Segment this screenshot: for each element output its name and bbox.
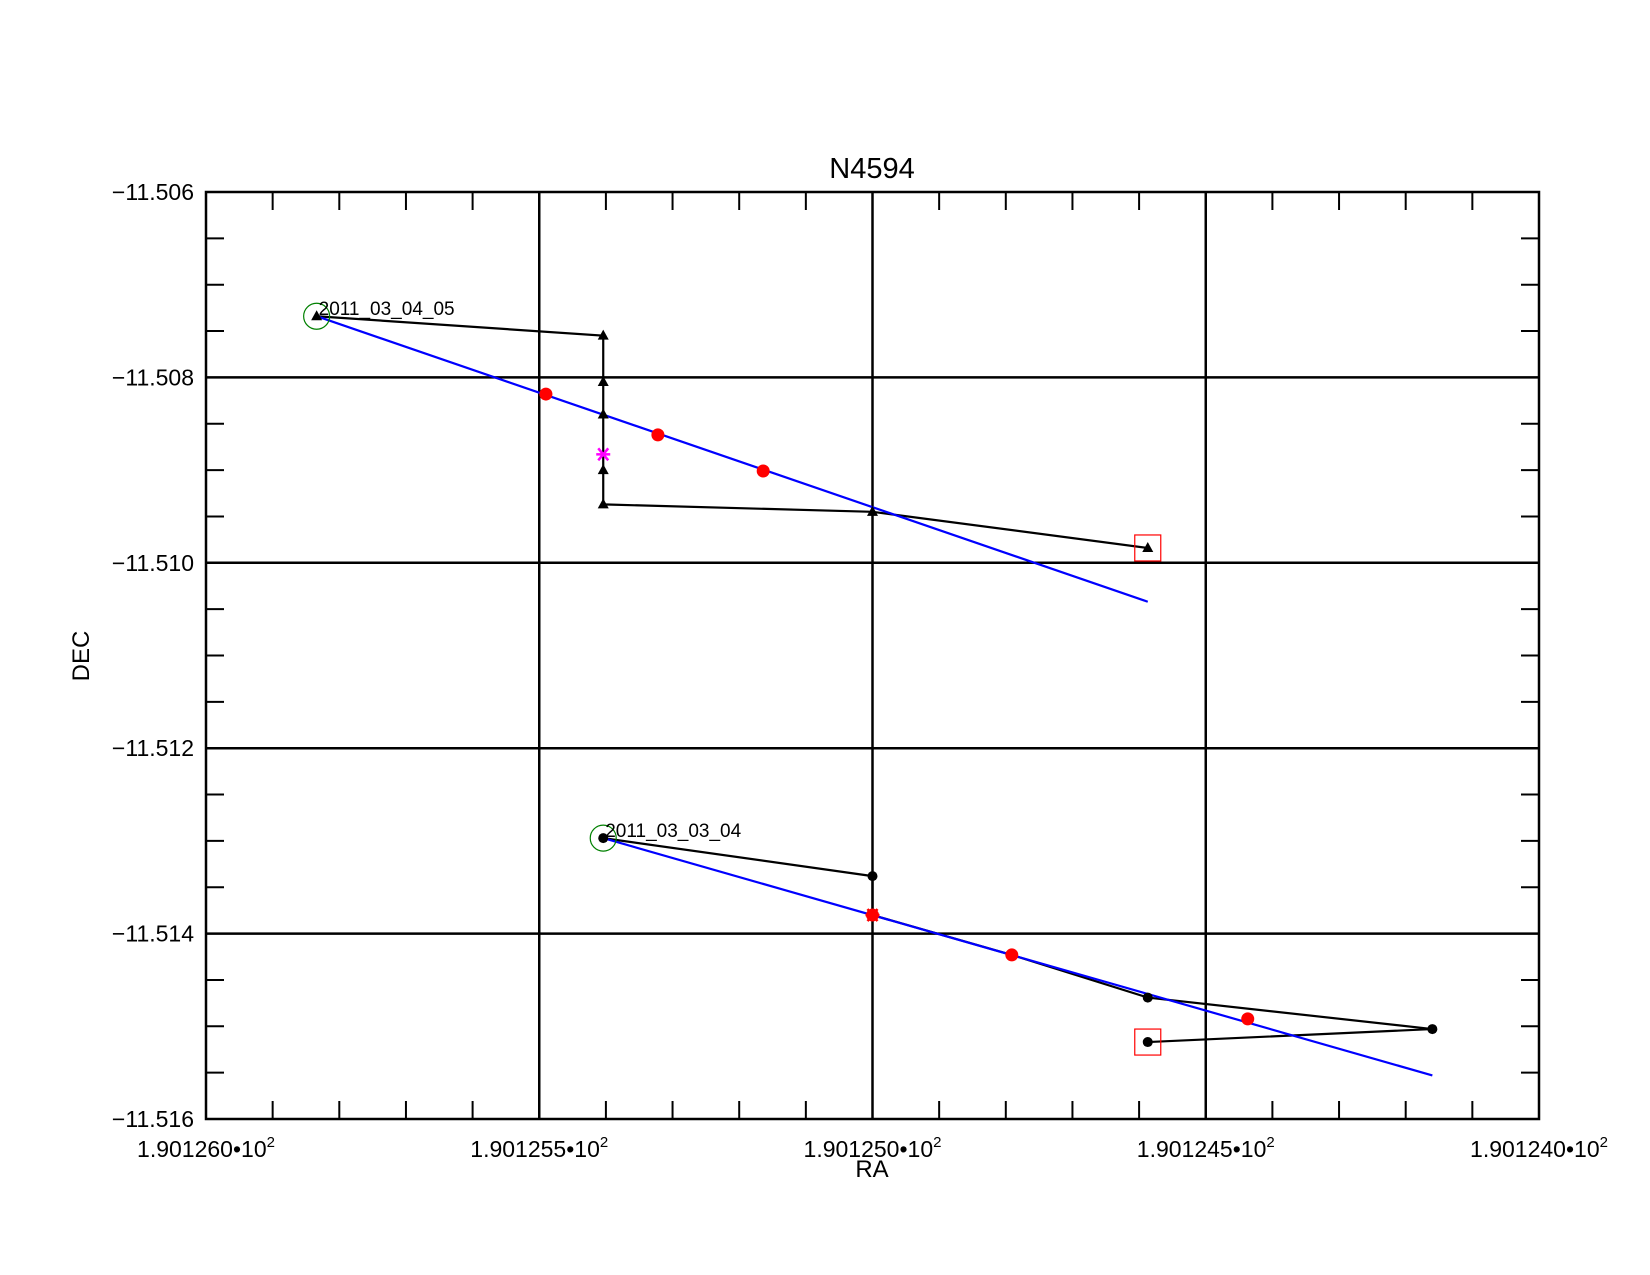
start-marker	[589, 824, 617, 852]
track-point	[597, 329, 609, 340]
x-tick-mantissa: 1.901245	[1137, 1136, 1233, 1162]
track-point	[311, 310, 323, 321]
y-tick-label: −11.512	[112, 735, 194, 761]
track-point	[597, 376, 609, 387]
series-annotation: 2011_03_03_04	[605, 821, 741, 842]
track-point	[1142, 541, 1154, 552]
series-layer: 2011_03_04_05 2011_03_03_04	[303, 299, 1438, 1077]
track-line	[603, 837, 1433, 1044]
fit-point	[756, 464, 770, 478]
x-tick-label: 1.901255•102	[470, 1134, 608, 1162]
x-tick-mantissa: 1.901240	[1470, 1136, 1566, 1162]
start-marker	[303, 302, 331, 330]
track-point	[1427, 1024, 1438, 1035]
x-tick-label: 1.901245•102	[1137, 1134, 1275, 1162]
fit-point	[539, 387, 553, 401]
x-tick-exponent: 2	[1600, 1134, 1608, 1151]
chart-title: N4594	[829, 153, 914, 185]
track-point	[1142, 1037, 1153, 1048]
x-tick-base: •10	[1233, 1136, 1267, 1162]
series-annotation: 2011_03_04_05	[319, 299, 455, 320]
y-tick-label: −11.510	[112, 550, 194, 576]
x-tick-base: •10	[233, 1136, 267, 1162]
x-tick-label: 1.901260•102	[137, 1134, 275, 1162]
track-point	[867, 871, 878, 882]
y-tick-label: −11.514	[112, 921, 194, 947]
center-mark-stroke	[597, 447, 610, 462]
fit-point	[1241, 1012, 1255, 1026]
track-point	[867, 505, 878, 516]
center-mark	[596, 447, 611, 462]
series-2011_03_03_04: 2011_03_03_04	[589, 821, 1438, 1077]
x-tick-mantissa: 1.901255	[470, 1136, 566, 1162]
x-tick-exponent: 2	[600, 1134, 608, 1151]
track-point	[597, 408, 609, 419]
y-tick-label: −11.506	[112, 179, 194, 205]
y-axis-title: DEC	[68, 631, 95, 682]
x-tick-mantissa: 1.901250	[804, 1136, 900, 1162]
track-line	[316, 315, 1148, 550]
x-tick-exponent: 2	[267, 1134, 275, 1151]
y-tick-label: −11.516	[112, 1106, 194, 1132]
center-mark	[865, 908, 880, 922]
x-tick-label: 1.901250•102	[804, 1134, 942, 1162]
plot-frame	[204, 190, 1541, 1121]
grid-lines	[206, 192, 1539, 1119]
fit-point	[1005, 948, 1019, 962]
x-tick-base: •10	[899, 1136, 933, 1162]
x-tick-base: •10	[1566, 1136, 1600, 1162]
track-point	[597, 498, 609, 509]
fit-line	[316, 315, 1149, 603]
y-tick-label: −11.508	[112, 364, 194, 390]
x-tick-base: •10	[566, 1136, 600, 1162]
end-marker	[1134, 534, 1162, 562]
y-tick-labels: −11.506 −11.508 −11.510 −11.512 −11.514 −11.5…	[112, 179, 194, 1132]
x-tick-exponent: 2	[1266, 1134, 1274, 1151]
x-tick-mantissa: 1.901260	[137, 1136, 233, 1162]
series-2011_03_04_05: 2011_03_04_05	[303, 299, 1162, 603]
track-point	[598, 833, 609, 844]
center-mark-stroke	[866, 908, 879, 922]
track-point	[597, 464, 609, 475]
x-tick-label: 1.901240•102	[1470, 1134, 1608, 1162]
x-axis-title: RA	[855, 1156, 888, 1183]
track-point	[1142, 992, 1153, 1003]
minor-ticks	[206, 192, 1539, 1119]
end-marker	[1134, 1028, 1162, 1056]
x-tick-exponent: 2	[933, 1134, 941, 1151]
x-tick-labels: 1.901260•102 1.901255•102 1.901250•102 1.90…	[137, 1134, 1608, 1162]
fit-point	[651, 428, 665, 442]
